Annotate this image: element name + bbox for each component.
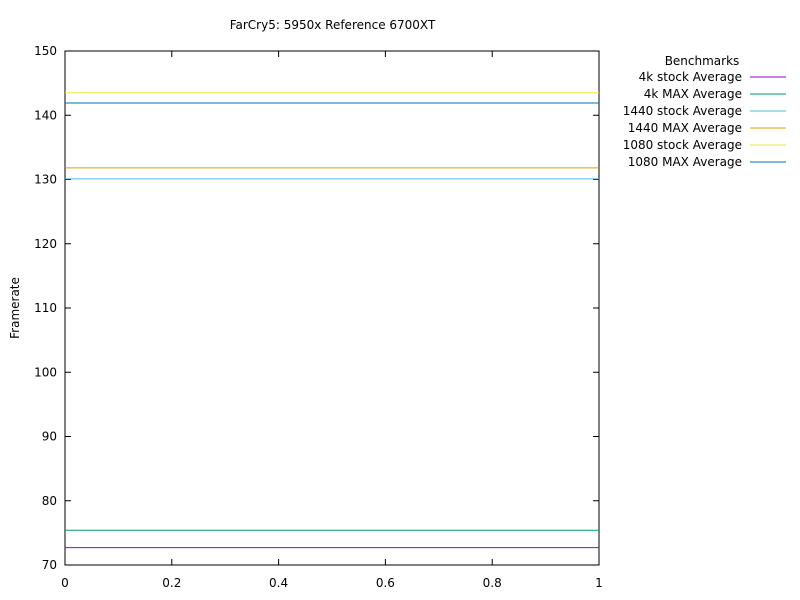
- x-tick-label: 0.4: [269, 576, 288, 590]
- x-tick-label: 0.8: [483, 576, 502, 590]
- y-tick-label: 100: [34, 365, 57, 379]
- y-tick-label: 110: [34, 301, 57, 315]
- legend-title: Benchmarks: [665, 54, 740, 68]
- y-axis-label: Framerate: [8, 277, 22, 339]
- legend-label: 4k stock Average: [639, 70, 742, 84]
- y-tick-label: 90: [42, 430, 57, 444]
- y-tick-label: 140: [34, 108, 57, 122]
- x-axis: 0 0.2 0.4 0.6 0.8 1: [61, 51, 603, 590]
- y-tick-label: 80: [42, 494, 57, 508]
- legend-label: 1440 stock Average: [623, 104, 742, 118]
- x-tick-label: 0.6: [376, 576, 395, 590]
- legend-label: 1080 stock Average: [623, 138, 742, 152]
- series-group: [65, 92, 599, 549]
- x-tick-label: 0: [61, 576, 69, 590]
- x-tick-label: 1: [595, 576, 603, 590]
- y-tick-label: 150: [34, 44, 57, 58]
- y-axis: 70 80 90 100 110 120 130 140 150: [34, 44, 599, 572]
- y-tick-label: 120: [34, 237, 57, 251]
- plot-frame: [64, 50, 600, 566]
- legend-label: 4k MAX Average: [644, 87, 742, 101]
- legend-label: 1080 MAX Average: [628, 155, 742, 169]
- y-tick-label: 130: [34, 173, 57, 187]
- x-tick-label: 0.2: [162, 576, 181, 590]
- y-tick-label: 70: [42, 558, 57, 572]
- legend: 4k stock Average 4k MAX Average 1440 stock…: [623, 70, 786, 169]
- chart-title: FarCry5: 5950x Reference 6700XT: [229, 18, 436, 32]
- legend-label: 1440 MAX Average: [628, 121, 742, 135]
